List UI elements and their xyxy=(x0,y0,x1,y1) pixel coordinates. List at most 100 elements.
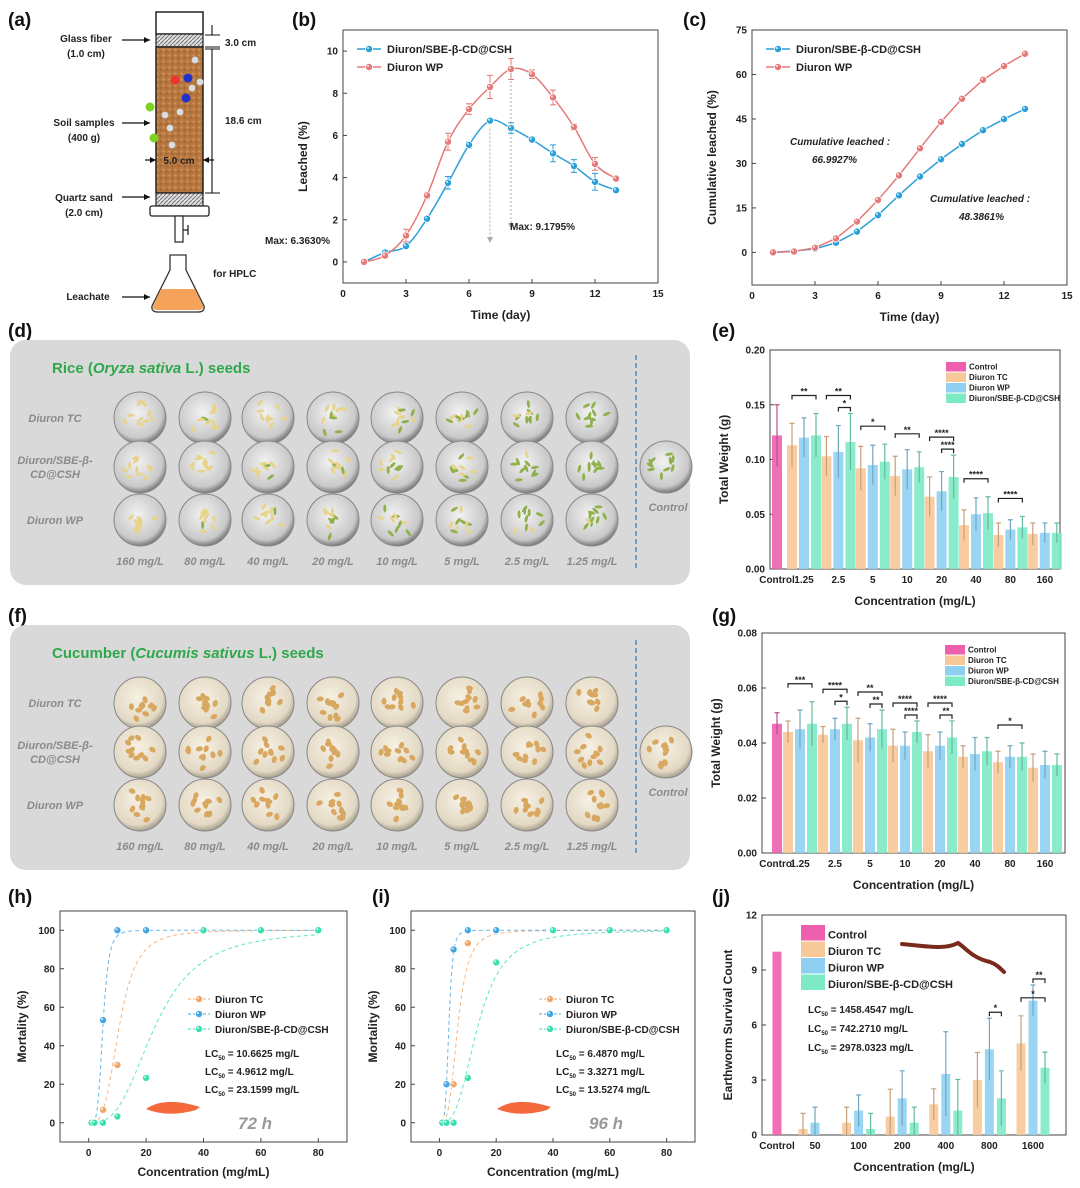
error-bar xyxy=(961,509,967,541)
seed xyxy=(209,410,218,414)
seed xyxy=(195,746,203,752)
seed xyxy=(261,736,268,743)
significance-bracket xyxy=(894,433,920,438)
data-point xyxy=(113,1112,122,1121)
data-point xyxy=(662,926,671,935)
bar-diuron xyxy=(879,461,890,569)
legend-label: Diuron/SBE-β-CD@CSH xyxy=(969,394,1060,403)
error-bar xyxy=(890,728,896,763)
y-tick-label: 80 xyxy=(44,964,56,975)
significance-bracket xyxy=(869,703,883,708)
legend-marker xyxy=(546,1025,555,1034)
data-point xyxy=(612,174,621,183)
seed xyxy=(386,801,394,807)
data-point xyxy=(401,231,410,240)
bar-diuron-wp xyxy=(984,1049,994,1135)
seed xyxy=(668,736,675,744)
label-dim-width: 5.0 cm xyxy=(163,156,194,167)
seed xyxy=(120,467,129,473)
concentration-label: 40 mg/L xyxy=(246,841,289,853)
x-tick-label: 3 xyxy=(812,291,818,302)
x-tick-label: 40 xyxy=(198,1148,210,1159)
y-tick-label: 0 xyxy=(741,248,747,259)
seed xyxy=(515,457,520,466)
seed xyxy=(262,751,268,758)
legend-swatch xyxy=(801,958,825,974)
seed xyxy=(599,790,606,798)
lc50-label: LC50 = 10.6625 mg/L xyxy=(205,1049,299,1062)
seed xyxy=(450,506,458,512)
error-bar xyxy=(844,1106,850,1135)
legend-marker xyxy=(546,995,555,1004)
seed xyxy=(445,418,454,424)
seed xyxy=(328,802,336,808)
seed xyxy=(589,451,593,460)
seed xyxy=(216,796,223,804)
seed xyxy=(135,472,144,476)
seed xyxy=(585,424,594,428)
seed xyxy=(136,515,141,524)
seed xyxy=(199,529,208,533)
row-label: CD@CSH xyxy=(30,469,81,481)
data-point xyxy=(958,140,967,149)
lc50-label: LC50 = 3.3271 mg/L xyxy=(556,1067,645,1080)
seed xyxy=(150,414,155,423)
significance-label: **** xyxy=(898,694,913,704)
legend-label: Diuron/SBE-β-CD@CSH xyxy=(387,44,512,56)
bar-diuron-wp xyxy=(865,737,875,853)
label-glass-fiber: Glass fiber xyxy=(60,34,112,45)
seed xyxy=(142,711,150,717)
error-bar xyxy=(789,422,795,468)
seed xyxy=(512,422,520,428)
seed xyxy=(267,474,274,480)
data-point xyxy=(549,926,558,935)
seed xyxy=(274,813,280,821)
seed xyxy=(376,467,385,471)
seed xyxy=(146,464,154,470)
seed xyxy=(394,525,399,534)
bar-diuron xyxy=(947,737,957,853)
seed xyxy=(647,467,656,472)
seed xyxy=(520,757,528,763)
x-category-label: 100 xyxy=(850,1141,867,1152)
data-point xyxy=(874,196,883,205)
y-axis-label: Total Weight (g) xyxy=(709,698,723,788)
glass-fiber-layer xyxy=(155,33,204,48)
bar-diuron-tc xyxy=(924,496,935,569)
significance-bracket xyxy=(939,714,953,719)
data-point xyxy=(958,94,967,103)
chart-c: 0 15 30 45 60 75 0 3 6 9 12 15 Time (day) Cumulative … xyxy=(705,26,1073,325)
seed xyxy=(538,695,544,703)
data-point xyxy=(359,257,368,266)
seed xyxy=(342,470,348,478)
seed xyxy=(128,788,136,794)
fit-curve xyxy=(441,929,667,1123)
x-tick-label: 0 xyxy=(749,291,755,302)
seed xyxy=(465,528,472,535)
legend-label: Diuron WP xyxy=(968,667,1010,676)
significance-bracket xyxy=(927,702,953,707)
seed xyxy=(211,404,216,412)
x-category-label: 50 xyxy=(809,1141,821,1152)
significance-bracket xyxy=(825,394,851,400)
x-tick-label: 60 xyxy=(604,1148,616,1159)
seed xyxy=(324,698,330,706)
data-point xyxy=(442,1080,451,1089)
data-point xyxy=(99,1016,108,1025)
seed xyxy=(458,478,467,482)
zebrafish-image xyxy=(497,1101,551,1114)
seed xyxy=(201,700,209,707)
seed xyxy=(254,801,260,808)
data-point xyxy=(528,135,537,144)
seed xyxy=(131,455,140,460)
data-point xyxy=(790,247,799,256)
x-axis-label: Time (day) xyxy=(471,308,531,322)
soil-layer xyxy=(155,46,204,194)
seed xyxy=(327,714,333,722)
fit-curve xyxy=(91,934,319,1124)
x-tick-label: 0 xyxy=(86,1148,92,1159)
seed xyxy=(668,456,673,465)
bar-diuron-tc xyxy=(959,525,969,569)
y-tick-label: 0 xyxy=(751,1131,757,1142)
seed xyxy=(384,704,392,710)
